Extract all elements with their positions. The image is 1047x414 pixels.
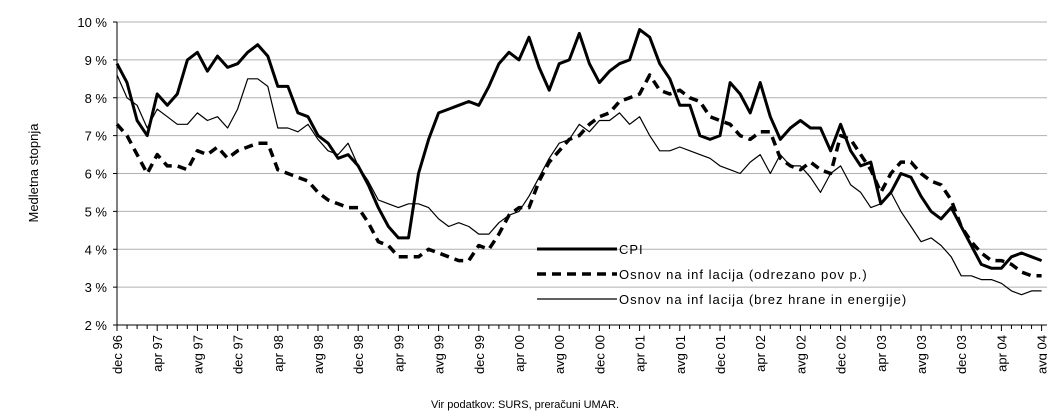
y-tick-label: 9 % [85, 53, 108, 68]
y-tick-label: 8 % [85, 91, 108, 106]
y-tick-label: 4 % [85, 242, 108, 257]
x-tick-label: apr 03 [874, 335, 889, 372]
x-tick-label: dec 00 [592, 335, 607, 374]
legend-label: CPI [619, 242, 644, 257]
y-tick-label: 2 % [85, 318, 108, 333]
x-tick-label: dec 96 [110, 335, 125, 374]
x-tick-label: dec 99 [472, 335, 487, 374]
y-tick-label: 5 % [85, 204, 108, 219]
x-tick-label: apr 97 [150, 335, 165, 372]
y-axis-label: Medletna stopnja [26, 123, 41, 223]
x-tick-label: avg 02 [793, 335, 808, 374]
series-line [116, 74, 1042, 296]
x-tick-label: apr 04 [994, 335, 1009, 372]
x-tick-label: apr 01 [633, 335, 648, 372]
x-tick-label: avg 01 [673, 335, 688, 374]
x-tick-label: apr 98 [271, 335, 286, 372]
x-tick-label: avg 00 [552, 335, 567, 374]
x-tick-label: dec 98 [351, 335, 366, 374]
x-tick-label: apr 02 [753, 335, 768, 372]
x-tick-label: avg 99 [432, 335, 447, 374]
y-tick-label: 3 % [85, 280, 108, 295]
x-tick-label: apr 00 [512, 335, 527, 372]
x-tick-label: dec 97 [231, 335, 246, 374]
x-tick-label: dec 02 [834, 335, 849, 374]
series-line [115, 28, 1043, 270]
x-tick-label: avg 97 [190, 335, 205, 374]
legend-label: Osnov na inf lacija (odrezano pov p.) [619, 267, 868, 282]
source-note: Vir podatkov: SURS, preračuni UMAR. [431, 399, 619, 411]
x-tick-label: avg 04 [1035, 335, 1047, 374]
x-tick-label: dec 03 [954, 335, 969, 374]
series-line [115, 73, 1042, 278]
x-tick-label: dec 01 [713, 335, 728, 374]
legend-label: Osnov na inf lacija (brez hrane in energ… [619, 292, 907, 307]
x-tick-label: avg 03 [914, 335, 929, 374]
y-tick-label: 7 % [85, 129, 108, 144]
y-tick-label: 10 % [77, 15, 107, 30]
y-tick-label: 6 % [85, 167, 108, 182]
x-tick-label: avg 98 [311, 335, 326, 374]
x-tick-label: apr 99 [391, 335, 406, 372]
